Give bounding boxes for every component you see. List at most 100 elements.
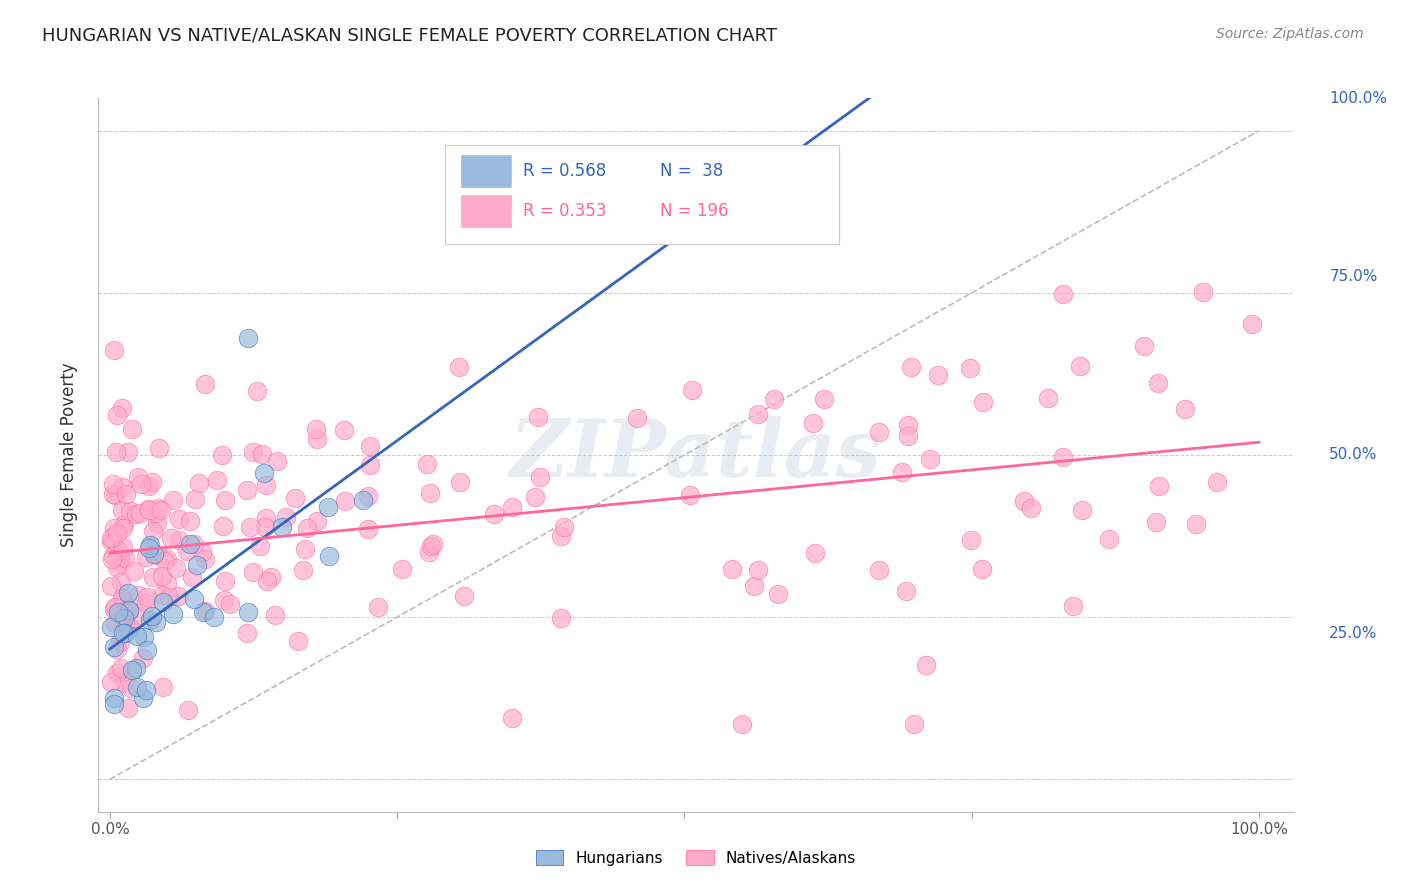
Natives/Alaskans	[183, 536, 205, 550]
Natives/Alaskans	[111, 503, 134, 517]
Natives/Alaskans	[103, 521, 125, 535]
Text: Source: ZipAtlas.com: Source: ZipAtlas.com	[1216, 27, 1364, 41]
Natives/Alaskans	[742, 579, 765, 593]
Natives/Alaskans	[112, 516, 135, 531]
Natives/Alaskans	[108, 556, 131, 570]
Natives/Alaskans	[897, 417, 920, 432]
Hungarians	[103, 640, 125, 654]
Natives/Alaskans	[1069, 359, 1091, 373]
Natives/Alaskans	[136, 590, 159, 604]
Hungarians	[127, 680, 149, 694]
Natives/Alaskans	[100, 675, 122, 690]
Natives/Alaskans	[122, 564, 145, 578]
Natives/Alaskans	[115, 487, 138, 501]
Natives/Alaskans	[214, 574, 236, 589]
Natives/Alaskans	[105, 560, 128, 574]
Text: N = 196: N = 196	[661, 202, 728, 219]
Natives/Alaskans	[731, 717, 754, 731]
Hungarians	[103, 691, 125, 706]
Natives/Alaskans	[1012, 494, 1035, 508]
Natives/Alaskans	[894, 584, 917, 599]
Natives/Alaskans	[193, 552, 215, 566]
Hungarians	[352, 493, 374, 508]
Natives/Alaskans	[900, 360, 922, 375]
Natives/Alaskans	[100, 531, 122, 545]
Hungarians	[141, 608, 163, 623]
Natives/Alaskans	[356, 522, 378, 536]
Natives/Alaskans	[449, 359, 471, 374]
Hungarians	[318, 549, 340, 563]
Hungarians	[136, 642, 159, 657]
Natives/Alaskans	[145, 506, 167, 520]
Natives/Alaskans	[110, 549, 132, 563]
Hungarians	[186, 558, 208, 573]
Natives/Alaskans	[305, 422, 328, 436]
Natives/Alaskans	[156, 576, 179, 591]
Natives/Alaskans	[125, 508, 148, 522]
Natives/Alaskans	[276, 510, 298, 524]
Natives/Alaskans	[149, 503, 172, 517]
Natives/Alaskans	[212, 519, 235, 533]
Hungarians	[179, 537, 201, 551]
Text: N =  38: N = 38	[661, 162, 723, 180]
Natives/Alaskans	[747, 563, 769, 577]
Hungarians	[143, 547, 166, 561]
Natives/Alaskans	[167, 589, 190, 603]
Natives/Alaskans	[236, 483, 259, 497]
Natives/Alaskans	[242, 565, 264, 579]
Natives/Alaskans	[1147, 376, 1170, 390]
Hungarians	[236, 605, 259, 619]
Natives/Alaskans	[194, 604, 217, 618]
Natives/Alaskans	[179, 514, 201, 528]
Natives/Alaskans	[111, 591, 134, 606]
Natives/Alaskans	[501, 500, 523, 514]
Hungarians	[145, 615, 167, 629]
Natives/Alaskans	[1174, 402, 1197, 417]
Natives/Alaskans	[101, 549, 124, 563]
Natives/Alaskans	[112, 674, 135, 689]
Natives/Alaskans	[100, 533, 122, 548]
Natives/Alaskans	[146, 516, 169, 530]
Natives/Alaskans	[1185, 517, 1208, 532]
Hungarians	[132, 690, 155, 705]
Natives/Alaskans	[101, 477, 124, 491]
Text: 50.0%: 50.0%	[1330, 448, 1378, 462]
Text: 100.0%: 100.0%	[1330, 91, 1388, 105]
Natives/Alaskans	[254, 511, 277, 525]
Natives/Alaskans	[1038, 391, 1060, 405]
Natives/Alaskans	[264, 608, 287, 623]
Natives/Alaskans	[359, 458, 381, 473]
Natives/Alaskans	[391, 562, 413, 576]
Natives/Alaskans	[526, 410, 548, 425]
Natives/Alaskans	[1019, 501, 1042, 516]
Natives/Alaskans	[1205, 475, 1227, 489]
Natives/Alaskans	[117, 444, 139, 458]
Natives/Alaskans	[101, 533, 124, 548]
Natives/Alaskans	[681, 383, 703, 397]
Natives/Alaskans	[153, 554, 176, 568]
Natives/Alaskans	[118, 604, 141, 618]
Natives/Alaskans	[253, 520, 276, 534]
Natives/Alaskans	[915, 658, 938, 673]
FancyBboxPatch shape	[444, 145, 839, 244]
Natives/Alaskans	[176, 703, 198, 717]
Text: 25.0%: 25.0%	[1330, 626, 1378, 640]
Natives/Alaskans	[135, 597, 157, 611]
Natives/Alaskans	[868, 425, 890, 439]
Legend: Hungarians, Natives/Alaskans: Hungarians, Natives/Alaskans	[530, 844, 862, 871]
Hungarians	[193, 605, 215, 619]
Natives/Alaskans	[167, 533, 190, 547]
Natives/Alaskans	[111, 480, 134, 494]
Natives/Alaskans	[357, 489, 380, 503]
Natives/Alaskans	[333, 423, 356, 437]
Natives/Alaskans	[550, 611, 572, 625]
Natives/Alaskans	[117, 701, 139, 715]
Text: R = 0.568: R = 0.568	[523, 162, 606, 180]
Natives/Alaskans	[135, 550, 157, 565]
Natives/Alaskans	[1052, 287, 1074, 301]
Natives/Alaskans	[142, 570, 165, 584]
Natives/Alaskans	[721, 562, 744, 576]
Natives/Alaskans	[266, 454, 288, 468]
Natives/Alaskans	[176, 544, 198, 558]
Natives/Alaskans	[418, 545, 440, 559]
